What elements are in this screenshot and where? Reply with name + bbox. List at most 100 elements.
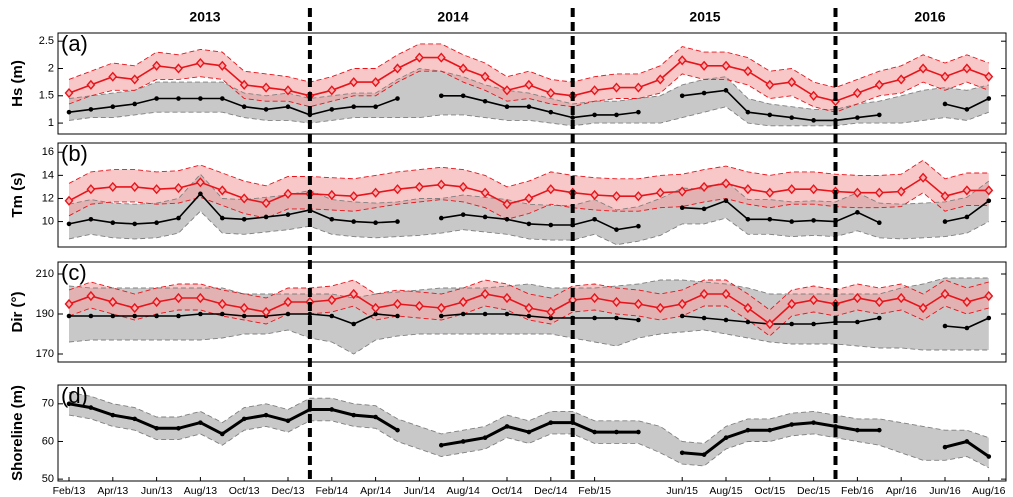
marker (439, 215, 444, 221)
marker (701, 206, 707, 212)
marker (285, 212, 291, 217)
marker (458, 63, 468, 74)
marker (373, 311, 378, 317)
marker (962, 296, 972, 308)
panel-label: (d) (61, 383, 88, 408)
marker (261, 82, 271, 93)
marker (371, 187, 381, 198)
y-tick-label: 1 (48, 117, 54, 129)
marker (940, 191, 950, 202)
y-tick-label: 170 (36, 348, 54, 360)
marker (108, 71, 118, 82)
x-tick-label: Feb/14 (315, 485, 348, 497)
marker (88, 313, 94, 319)
marker (896, 292, 906, 304)
marker (548, 222, 554, 228)
marker (66, 221, 72, 227)
marker (940, 288, 950, 300)
marker (110, 220, 116, 226)
marker (327, 85, 337, 96)
marker (393, 184, 402, 195)
marker (767, 427, 773, 433)
y-tick-label: 14 (42, 169, 54, 181)
marker (592, 315, 597, 321)
x-tick-label: Apr/14 (360, 485, 391, 497)
marker (502, 199, 512, 210)
marker (217, 185, 227, 196)
marker (130, 74, 140, 85)
marker (699, 288, 709, 300)
marker (721, 60, 731, 71)
marker (701, 90, 707, 96)
marker (329, 313, 335, 319)
marker (789, 321, 794, 327)
marker (174, 63, 183, 74)
marker (699, 181, 709, 192)
marker (110, 104, 116, 110)
marker (285, 418, 291, 424)
marker (787, 77, 797, 88)
panel-label: (b) (61, 141, 88, 166)
panel: 170 190 210 (c) Dir (°) (9, 260, 1007, 363)
marker (110, 313, 116, 319)
marker (351, 321, 357, 327)
marker (526, 221, 532, 227)
y-axis-label: Tm (s) (9, 172, 26, 217)
marker (285, 104, 291, 110)
marker (765, 79, 775, 90)
band (69, 43, 989, 113)
marker (373, 414, 378, 420)
x-tick-label: Apr/13 (97, 485, 128, 497)
marker (86, 79, 96, 90)
marker (132, 221, 137, 227)
marker (614, 227, 619, 232)
marker (283, 188, 293, 199)
mean-line (68, 192, 990, 231)
marker (852, 87, 862, 99)
marker (198, 191, 203, 197)
marker (439, 442, 444, 448)
marker (833, 424, 838, 429)
marker (502, 292, 512, 304)
marker (855, 210, 860, 215)
marker (263, 412, 269, 418)
marker (480, 187, 490, 198)
marker (307, 311, 313, 317)
marker (239, 302, 249, 314)
marker (721, 288, 731, 300)
marker (482, 98, 488, 104)
marker (789, 115, 794, 120)
y-tick-label: 16 (42, 146, 54, 158)
marker (86, 184, 96, 195)
marker (174, 183, 183, 194)
marker (524, 193, 534, 204)
marker (612, 82, 621, 93)
marker (877, 315, 882, 321)
x-tick-label: Feb/16 (841, 485, 874, 497)
band-edge (68, 414, 990, 469)
marker (789, 422, 794, 427)
marker (918, 302, 928, 314)
marker (482, 311, 488, 317)
marker (195, 57, 205, 69)
marker (524, 79, 534, 90)
marker (458, 296, 468, 308)
marker (855, 319, 860, 325)
x-tick-label: Dec/15 (797, 485, 830, 497)
marker (351, 412, 357, 418)
marker (590, 292, 600, 304)
marker (614, 112, 619, 118)
marker (349, 77, 359, 88)
marker (964, 439, 970, 444)
marker (896, 74, 906, 85)
band (69, 160, 989, 220)
marker (439, 93, 444, 99)
marker (874, 187, 884, 198)
marker (504, 104, 510, 110)
marker (480, 288, 490, 300)
axes-box (57, 261, 1007, 363)
band-edge (68, 43, 989, 89)
marker (241, 416, 247, 422)
marker (636, 109, 641, 115)
